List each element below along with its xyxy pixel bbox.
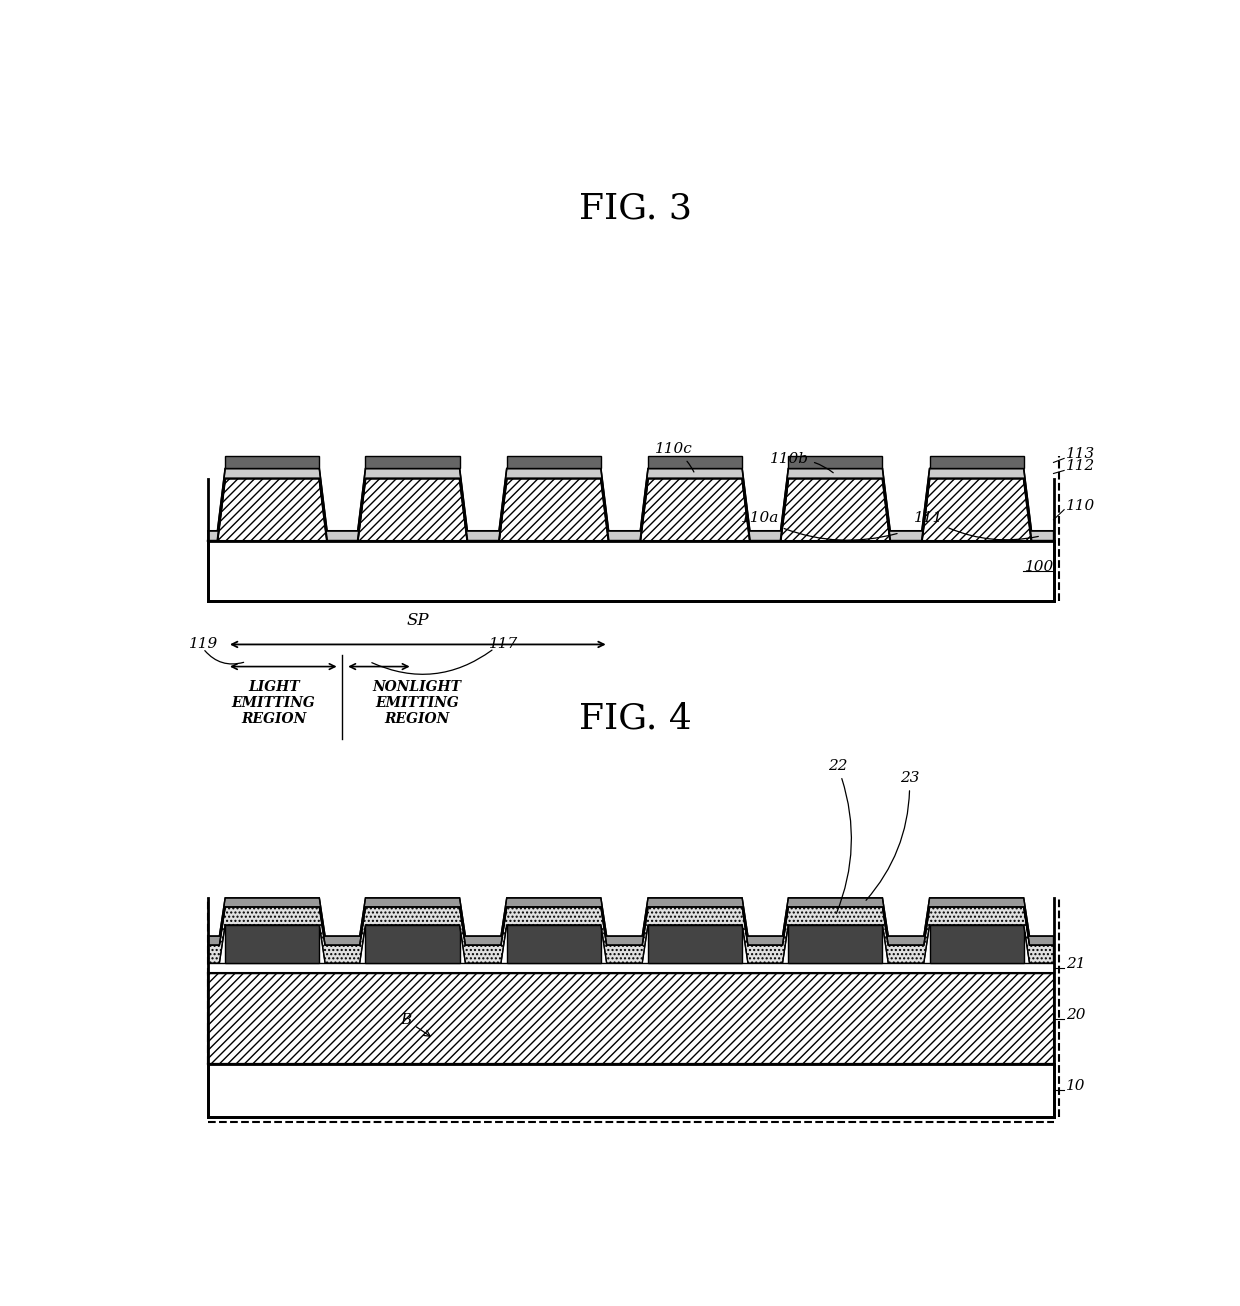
Text: 119: 119 xyxy=(188,637,218,652)
Bar xyxy=(208,964,1054,973)
Bar xyxy=(208,541,1054,601)
Text: 20: 20 xyxy=(1066,1007,1085,1021)
Polygon shape xyxy=(208,478,1054,541)
Bar xyxy=(507,456,601,469)
Text: 110b: 110b xyxy=(770,452,833,473)
Bar xyxy=(208,1064,1054,1117)
Text: B: B xyxy=(401,1012,430,1036)
Text: LIGHT
EMITTING
REGION: LIGHT EMITTING REGION xyxy=(232,679,315,726)
Text: FIG. 3: FIG. 3 xyxy=(579,192,692,226)
Bar xyxy=(930,456,1024,469)
Text: NONLIGHT
EMITTING
REGION: NONLIGHT EMITTING REGION xyxy=(373,679,461,726)
Text: 21: 21 xyxy=(1066,957,1085,972)
Bar xyxy=(366,456,460,469)
Text: 10: 10 xyxy=(1066,1080,1085,1093)
Bar xyxy=(226,925,320,964)
Text: 110: 110 xyxy=(1066,499,1095,513)
Text: 111: 111 xyxy=(914,511,1038,539)
Bar xyxy=(507,925,601,964)
Bar xyxy=(789,925,883,964)
Bar xyxy=(930,925,1024,964)
Bar xyxy=(226,456,320,469)
Text: SP: SP xyxy=(407,613,429,629)
Text: 110c: 110c xyxy=(655,443,694,471)
Text: 113: 113 xyxy=(1066,448,1095,461)
Bar xyxy=(208,973,1054,1064)
Bar xyxy=(649,456,743,469)
Text: 117: 117 xyxy=(490,637,518,652)
Text: 22: 22 xyxy=(828,759,852,913)
Polygon shape xyxy=(208,897,1054,946)
Bar xyxy=(366,925,460,964)
Polygon shape xyxy=(208,906,1054,964)
Text: 110a: 110a xyxy=(742,511,897,541)
Bar xyxy=(649,925,743,964)
Text: 23: 23 xyxy=(866,772,919,900)
Polygon shape xyxy=(208,469,1054,541)
Text: FIG. 4: FIG. 4 xyxy=(579,701,692,735)
Text: 112: 112 xyxy=(1066,460,1095,474)
Bar xyxy=(789,456,883,469)
Text: 100: 100 xyxy=(1024,560,1054,575)
